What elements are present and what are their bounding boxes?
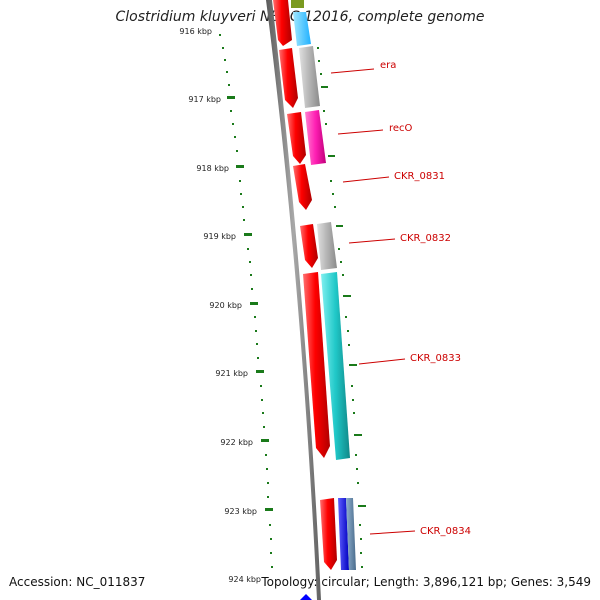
gene-track xyxy=(291,0,356,600)
scale-label: 917 kbp xyxy=(188,95,221,104)
major-tick xyxy=(261,439,269,442)
scale-track xyxy=(219,34,273,568)
gene-feature-ckr-0832[interactable] xyxy=(317,222,337,270)
gene-label-ckr-0832[interactable]: CKR_0832 xyxy=(400,233,451,244)
leader-line xyxy=(342,176,390,183)
gene-feature[interactable] xyxy=(291,0,304,8)
gene-feature-ckr-0833[interactable] xyxy=(321,272,350,460)
gene-feature-era[interactable] xyxy=(299,46,320,108)
right-track xyxy=(317,47,366,568)
scale-label: 918 kbp xyxy=(196,164,229,173)
gene-feature-ckr-0834[interactable] xyxy=(338,498,349,570)
gene-label-reco[interactable]: recO xyxy=(389,123,413,134)
gene-label-era[interactable]: era xyxy=(380,60,396,71)
accession-label: Accession: NC_011837 xyxy=(9,575,146,589)
cds-feature[interactable] xyxy=(320,498,337,570)
gene-labels: era recO CKR_0831 CKR_0832 CKR_0833 CKR_… xyxy=(380,60,471,537)
gene-feature-ckr-0834-b[interactable] xyxy=(346,498,356,570)
gene-label-ckr-0831[interactable]: CKR_0831 xyxy=(394,171,445,182)
cds-feature[interactable] xyxy=(279,48,298,108)
cds-track xyxy=(273,0,337,570)
leader-line xyxy=(330,68,375,74)
major-tick xyxy=(265,508,273,511)
gene-feature-reco[interactable] xyxy=(305,110,326,165)
leader-line xyxy=(369,530,416,535)
scale-label: 921 kbp xyxy=(215,369,248,378)
leader-line xyxy=(358,358,406,365)
scale-label: 919 kbp xyxy=(203,232,236,241)
scale-label: 916 kbp xyxy=(179,27,212,36)
gene-label-ckr-0834[interactable]: CKR_0834 xyxy=(420,526,471,537)
cds-feature[interactable] xyxy=(303,272,330,458)
cds-feature[interactable] xyxy=(273,0,292,46)
genome-summary: Topology: circular; Length: 3,896,121 bp… xyxy=(261,575,591,589)
leader-line xyxy=(348,238,396,244)
strand-arrow-icon xyxy=(300,594,312,600)
major-ticks xyxy=(227,96,273,511)
scale-label: 923 kbp xyxy=(224,507,257,516)
gene-label-ckr-0833[interactable]: CKR_0833 xyxy=(410,353,461,364)
genome-backbone xyxy=(266,0,321,600)
cds-feature[interactable] xyxy=(287,112,306,164)
scale-labels: 916 kbp 917 kbp 918 kbp 919 kbp 920 kbp … xyxy=(179,27,261,584)
major-tick xyxy=(244,233,252,236)
gene-feature[interactable] xyxy=(293,12,311,46)
major-tick xyxy=(256,370,264,373)
scale-label: 922 kbp xyxy=(220,438,253,447)
cds-feature[interactable] xyxy=(293,164,312,210)
label-leaders xyxy=(330,68,416,535)
leader-line xyxy=(337,129,384,135)
major-tick xyxy=(250,302,258,305)
scale-label: 924 kbp xyxy=(228,575,261,584)
major-tick xyxy=(236,165,244,168)
cds-feature[interactable] xyxy=(300,224,318,268)
major-tick xyxy=(227,96,235,99)
scale-label: 920 kbp xyxy=(209,301,242,310)
